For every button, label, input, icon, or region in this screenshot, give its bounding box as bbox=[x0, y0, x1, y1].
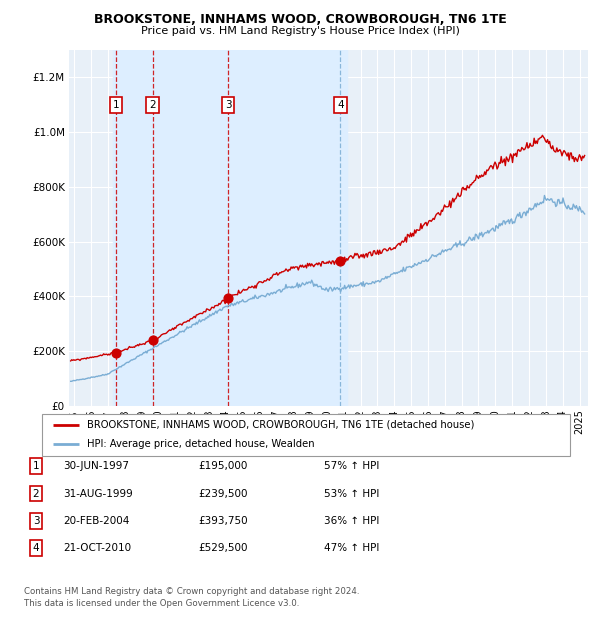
Text: Contains HM Land Registry data © Crown copyright and database right 2024.: Contains HM Land Registry data © Crown c… bbox=[24, 587, 359, 596]
Point bbox=[148, 335, 157, 345]
Text: £239,500: £239,500 bbox=[198, 489, 248, 498]
Text: Price paid vs. HM Land Registry's House Price Index (HPI): Price paid vs. HM Land Registry's House … bbox=[140, 26, 460, 36]
Text: 36% ↑ HPI: 36% ↑ HPI bbox=[324, 516, 379, 526]
Text: 1: 1 bbox=[113, 100, 119, 110]
Text: 4: 4 bbox=[337, 100, 344, 110]
Text: 57% ↑ HPI: 57% ↑ HPI bbox=[324, 461, 379, 471]
Text: This data is licensed under the Open Government Licence v3.0.: This data is licensed under the Open Gov… bbox=[24, 598, 299, 608]
Text: £529,500: £529,500 bbox=[198, 543, 248, 553]
Text: 3: 3 bbox=[225, 100, 232, 110]
Text: 2: 2 bbox=[32, 489, 40, 498]
Text: HPI: Average price, detached house, Wealden: HPI: Average price, detached house, Weal… bbox=[87, 440, 314, 450]
Text: BROOKSTONE, INNHAMS WOOD, CROWBOROUGH, TN6 1TE (detached house): BROOKSTONE, INNHAMS WOOD, CROWBOROUGH, T… bbox=[87, 420, 474, 430]
Text: BROOKSTONE, INNHAMS WOOD, CROWBOROUGH, TN6 1TE: BROOKSTONE, INNHAMS WOOD, CROWBOROUGH, T… bbox=[94, 13, 506, 26]
Text: 21-OCT-2010: 21-OCT-2010 bbox=[63, 543, 131, 553]
Text: 20-FEB-2004: 20-FEB-2004 bbox=[63, 516, 130, 526]
Text: £393,750: £393,750 bbox=[198, 516, 248, 526]
Point bbox=[223, 293, 233, 303]
Text: 4: 4 bbox=[32, 543, 40, 553]
Text: 2: 2 bbox=[149, 100, 156, 110]
Point bbox=[335, 256, 345, 266]
Bar bbox=[113, 50, 347, 406]
Text: £195,000: £195,000 bbox=[198, 461, 247, 471]
Text: 3: 3 bbox=[32, 516, 40, 526]
Text: 53% ↑ HPI: 53% ↑ HPI bbox=[324, 489, 379, 498]
Text: 31-AUG-1999: 31-AUG-1999 bbox=[63, 489, 133, 498]
Text: 47% ↑ HPI: 47% ↑ HPI bbox=[324, 543, 379, 553]
Text: 30-JUN-1997: 30-JUN-1997 bbox=[63, 461, 129, 471]
Point bbox=[112, 348, 121, 358]
FancyBboxPatch shape bbox=[42, 414, 570, 456]
Text: 1: 1 bbox=[32, 461, 40, 471]
